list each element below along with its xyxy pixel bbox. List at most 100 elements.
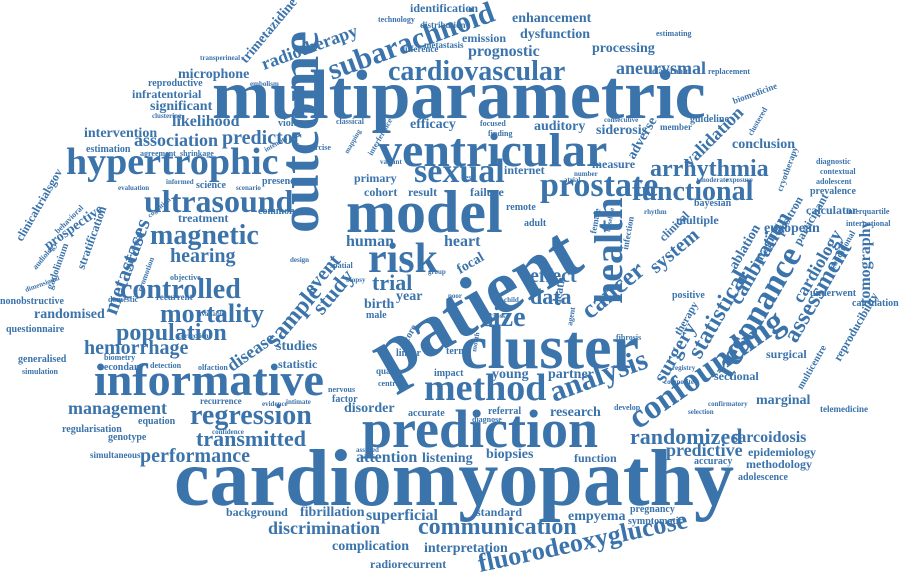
word-efficacy: efficacy [410, 117, 456, 132]
word-marginal: marginal [756, 393, 811, 408]
word-arrhythmia: arrhythmia [650, 156, 769, 182]
word-identification: identification [410, 1, 478, 15]
word-aneurysmal: aneurysmal [616, 58, 706, 78]
word-simulation: simulation [22, 367, 59, 376]
word-method: method [424, 367, 546, 409]
word-generalised: generalised [18, 354, 67, 365]
word-scenario: scenario [236, 184, 261, 192]
word-calculator: calculator [806, 203, 858, 217]
word-genotype: genotype [108, 432, 147, 443]
word-intervention: intervention [84, 126, 157, 141]
word-male: male [366, 310, 387, 321]
word-reproductive: reproductive [148, 78, 203, 89]
word-child: child [504, 296, 519, 304]
word-accuracy: accuracy [694, 456, 732, 467]
word-prognostic: prognostic [468, 43, 540, 60]
word-common: common [258, 206, 295, 217]
word-member: member [660, 122, 692, 132]
word-result: result [408, 185, 437, 199]
word-prevalence: prevalence [810, 186, 856, 197]
word-function: function [574, 451, 617, 465]
word-mortality: mortality [160, 299, 264, 328]
word-objective: objective [170, 273, 201, 282]
word-replacement: replacement [708, 67, 750, 76]
word-exposure: exposure [726, 176, 753, 184]
word-cohort: cohort [364, 185, 397, 199]
word-domestic: domestic [108, 295, 139, 304]
word-distribution: distribution [420, 20, 466, 30]
word-transperineal: transperineal [200, 54, 240, 62]
word-regularisation: regularisation [62, 424, 122, 435]
word-focused: focused [480, 119, 506, 128]
word-intimate: intimate [286, 398, 311, 406]
word-quality: quality [376, 366, 404, 376]
word-superficial: superficial [366, 507, 439, 524]
word-clustering: clustering [152, 112, 182, 120]
word-exercise: exercise [304, 143, 331, 152]
word-detection: detection [150, 361, 182, 370]
word-recurrence: recurrence [200, 396, 242, 406]
word-month: month [470, 332, 481, 353]
word-cardiovascular: cardiovascular [388, 56, 565, 87]
word-presence: presence [262, 176, 300, 187]
word-difference: difference [400, 44, 438, 54]
word-prediction: prediction [362, 399, 598, 459]
word-biomedicine: biomedicine [731, 81, 778, 106]
word-year: year [396, 289, 422, 304]
word-accurate: accurate [408, 408, 445, 419]
word-transmitted: transmitted [196, 426, 306, 451]
word-diagnostic: diagnostic [816, 157, 851, 166]
word-emission: emission [462, 31, 506, 45]
word-predictor: predictor [222, 127, 302, 149]
word-secondary: secondary [100, 362, 143, 373]
word-prostate: prostate [540, 167, 658, 204]
word-moderate: moderate [700, 176, 728, 184]
word-heart: heart [444, 233, 481, 250]
word-adolescent: adolescent [816, 177, 852, 186]
word-dysfunction: dysfunction [520, 27, 590, 42]
word-informed: informed [166, 178, 194, 186]
word-correction: correction [178, 332, 209, 340]
word-adult: adult [524, 218, 547, 229]
word-controlled: controlled [120, 274, 241, 305]
word-diagnose: diagnose [472, 415, 502, 424]
word-factor: factor [332, 394, 358, 405]
word-contextual: contextual [820, 167, 856, 176]
word-olfaction: olfaction [198, 363, 228, 372]
word-atrial: atrial [564, 176, 580, 184]
word-research: research [550, 405, 601, 420]
word-death: death [549, 276, 568, 307]
word-statistic: statistic [278, 357, 318, 371]
word-radiorecurrent: radiorecurrent [370, 557, 446, 571]
word-biopsy: biopsy [346, 276, 366, 284]
word-registry: registry [672, 364, 696, 372]
word-disorder: disorder [344, 401, 395, 416]
word-linear: linear [396, 348, 422, 359]
word-functional: functional [632, 176, 754, 207]
word-international: international [846, 219, 891, 228]
word-outcome: outcome [269, 31, 331, 233]
word-agent: agent [565, 306, 577, 326]
word-effect: effect [530, 265, 577, 287]
word-recurrent: recurrent [156, 292, 193, 302]
word-classroom: classroom [652, 66, 691, 76]
word-likelihood: likelihood [172, 113, 240, 130]
word-tomography: tomography [857, 220, 874, 304]
word-fibrosis: fibrosis [616, 333, 641, 342]
word-predictive: predictive [666, 440, 743, 460]
word-management: management [68, 398, 167, 418]
word-conclusion: conclusion [732, 137, 795, 152]
word-calculation: calculation [852, 298, 899, 309]
word-design: design [290, 256, 309, 264]
word-selection: selection [688, 408, 714, 416]
word-studies: studies [276, 339, 318, 354]
word-simultaneous: simultaneous [90, 450, 141, 460]
word-adolescence: adolescence [738, 472, 789, 483]
word-telemedicine: telemedicine [820, 404, 868, 414]
word-remote: remote [506, 202, 536, 213]
word-impact: impact [434, 368, 464, 379]
word-central: central [378, 379, 403, 388]
word-european: european [764, 221, 820, 236]
word-violence: violence [278, 118, 313, 129]
